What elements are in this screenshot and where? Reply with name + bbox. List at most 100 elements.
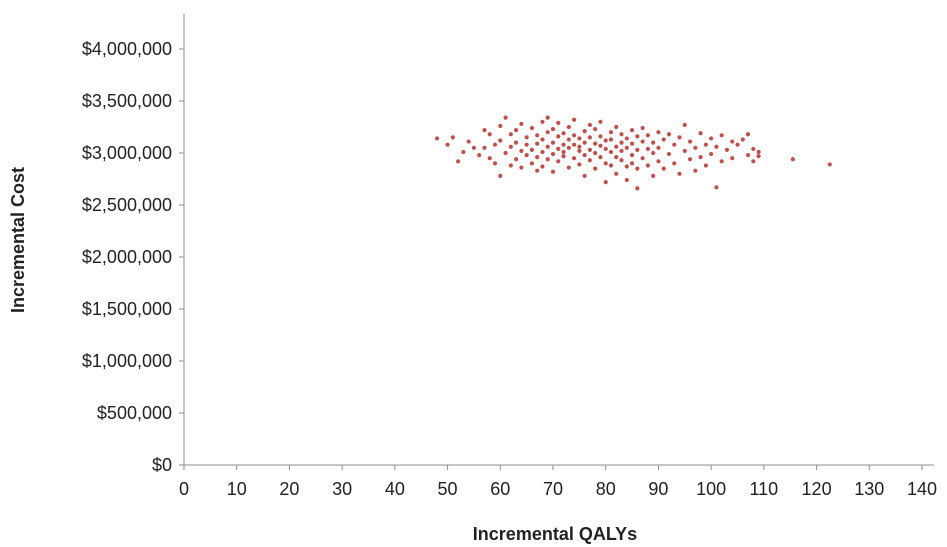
- data-point: [571, 142, 577, 147]
- data-point: [498, 173, 503, 178]
- data-point: [566, 145, 571, 150]
- data-point: [619, 158, 624, 163]
- data-point: [556, 120, 561, 125]
- data-point: [693, 168, 698, 173]
- data-point: [577, 148, 582, 154]
- data-point: [450, 135, 455, 140]
- data-point: [556, 146, 561, 151]
- data-point: [619, 148, 624, 154]
- data-point: [550, 151, 556, 157]
- data-point: [603, 180, 608, 185]
- data-point: [582, 129, 587, 134]
- x-tick-label: 50: [438, 479, 458, 499]
- data-point: [614, 171, 619, 176]
- data-point: [703, 142, 708, 147]
- x-tick-label: 20: [279, 479, 299, 499]
- y-tick-label: $500,000: [97, 403, 172, 423]
- data-point: [571, 156, 577, 161]
- data-point: [603, 138, 608, 143]
- data-point: [740, 137, 745, 142]
- y-tick-label: $0: [152, 455, 172, 475]
- data-point: [524, 135, 529, 140]
- data-point: [640, 125, 645, 131]
- data-point: [619, 140, 624, 145]
- data-point: [571, 117, 577, 122]
- data-point: [698, 131, 703, 136]
- data-point: [614, 155, 619, 160]
- data-point: [434, 136, 440, 141]
- data-point: [582, 173, 587, 178]
- data-point: [514, 140, 519, 145]
- y-tick-label: $2,000,000: [82, 247, 172, 267]
- data-point: [487, 156, 492, 161]
- data-point: [540, 149, 545, 155]
- data-point: [593, 166, 598, 171]
- data-point: [635, 166, 640, 171]
- x-tick-label: 140: [907, 479, 937, 499]
- x-axis-title: Incremental QALYs: [473, 524, 637, 544]
- data-point: [503, 115, 508, 120]
- data-point: [593, 141, 598, 146]
- data-point: [640, 156, 645, 161]
- data-point: [535, 133, 540, 138]
- data-point: [540, 164, 545, 169]
- data-point: [519, 165, 524, 170]
- data-point: [745, 132, 751, 137]
- data-point: [545, 130, 550, 135]
- data-point: [498, 138, 503, 143]
- data-point: [529, 125, 535, 131]
- data-point: [687, 139, 693, 144]
- data-point: [709, 151, 714, 157]
- data-point: [456, 159, 461, 164]
- data-point: [614, 124, 619, 130]
- x-tick-label: 90: [648, 479, 668, 499]
- data-point: [651, 173, 656, 178]
- x-tick-label: 130: [854, 479, 884, 499]
- data-point: [651, 140, 656, 145]
- data-point: [598, 134, 603, 139]
- data-point: [608, 149, 614, 155]
- y-tick-label: $1,500,000: [82, 299, 172, 319]
- data-point: [598, 155, 603, 160]
- data-point: [677, 135, 682, 140]
- data-point: [561, 131, 566, 136]
- x-tick-label: 40: [385, 479, 405, 499]
- data-point: [687, 157, 693, 162]
- data-point: [751, 146, 756, 151]
- data-point: [677, 171, 682, 176]
- data-point: [661, 137, 666, 142]
- data-point: [503, 150, 508, 156]
- x-tick-label: 70: [543, 479, 563, 499]
- data-point: [714, 185, 719, 190]
- data-point: [550, 169, 556, 174]
- data-point: [645, 133, 650, 138]
- data-point: [577, 136, 582, 141]
- y-axis-title: Incremental Cost: [8, 167, 28, 313]
- data-point: [556, 134, 561, 139]
- data-point: [577, 144, 582, 149]
- data-point: [709, 136, 714, 141]
- data-point: [587, 158, 593, 163]
- data-point: [661, 166, 666, 171]
- data-point: [466, 139, 471, 144]
- data-point: [524, 152, 529, 158]
- data-point: [540, 137, 545, 142]
- data-point: [577, 162, 582, 167]
- data-point: [656, 159, 661, 164]
- data-point: [635, 134, 640, 139]
- data-point: [508, 144, 513, 149]
- data-point: [698, 155, 703, 160]
- data-point: [498, 123, 503, 129]
- data-point: [751, 159, 756, 164]
- data-point: [561, 154, 566, 159]
- data-point: [635, 147, 640, 152]
- data-point: [519, 148, 524, 154]
- data-point: [545, 115, 550, 120]
- data-point: [635, 186, 640, 191]
- x-tick-label: 120: [802, 479, 832, 499]
- data-point: [587, 147, 593, 152]
- y-tick-label: $3,000,000: [82, 143, 172, 163]
- data-point: [790, 157, 795, 162]
- data-point: [651, 150, 656, 156]
